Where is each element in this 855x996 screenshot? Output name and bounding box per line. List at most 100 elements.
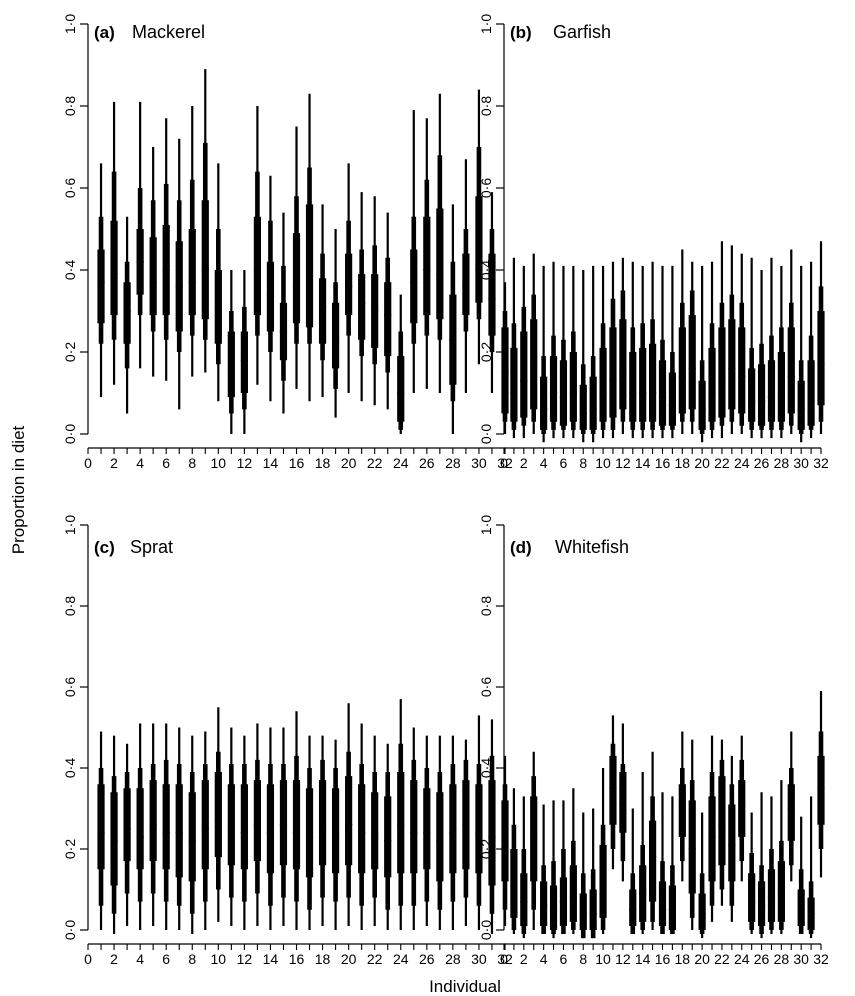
panel-c-box-14 (266, 727, 275, 930)
panel-b-x-tick-label: 8 (579, 455, 587, 471)
panel-c-y-tick-label: 0·6 (62, 677, 78, 697)
panel-c-x-tick-label: 32 (497, 951, 513, 967)
panel-d-box-15 (648, 751, 657, 930)
panel-b-box-29 (787, 249, 795, 434)
panel-a-x-tick-label: 6 (162, 455, 170, 471)
panel-a-title: Mackerel (132, 22, 205, 42)
panel-a-box-20 (345, 163, 353, 393)
panel-d-x-tick-label: 4 (540, 951, 548, 967)
panel-a-y-tick-label: 0·6 (62, 178, 78, 198)
panel-a-x-tick-label: 16 (289, 455, 305, 471)
panel-a-box-17 (305, 93, 314, 402)
panel-d-title: Whitefish (555, 537, 629, 557)
panel-c-x-tick-label: 12 (237, 951, 253, 967)
panel-b-x-tick-label: 12 (615, 455, 631, 471)
panel-c-box-20 (345, 703, 353, 926)
panel-b-title: Garfish (553, 22, 611, 42)
panel-d-box-24 (738, 735, 746, 882)
panel-d-box-12 (619, 723, 627, 882)
panel-c-box-23 (384, 743, 392, 930)
panel-garfish: (b) Garfish 0·00·20·40·60·81·00 2 4 6 8 10 12 1… (478, 14, 829, 471)
panel-c-x-tick-label: 24 (393, 951, 409, 967)
panel-b-box-19 (688, 261, 696, 434)
panel-a-box-29 (462, 159, 470, 393)
panel-a-x-tick-label: 12 (237, 455, 253, 471)
panel-d-box-30 (797, 816, 805, 935)
panel-a-x-tick-label: 10 (211, 455, 227, 471)
panel-b-box-24 (738, 253, 746, 434)
panel-a-x-tick-label: 14 (263, 455, 279, 471)
panel-c-title: Sprat (130, 537, 173, 557)
panel-c-box-15 (279, 727, 288, 926)
panel-a-box-16 (292, 126, 301, 389)
panel-b-box-15 (648, 261, 657, 439)
panel-c-x-tick-label: 14 (263, 951, 279, 967)
panel-c-box-29 (462, 739, 470, 926)
panel-d-box-7 (569, 788, 577, 935)
panel-d-y-tick-label: 0·0 (478, 920, 494, 940)
panel-b-box-5 (549, 261, 558, 439)
panel-b-box-10 (599, 265, 607, 439)
panel-c-box-26 (423, 735, 431, 926)
panel-c-x-tick-label: 8 (188, 951, 196, 967)
panel-d-box-28 (777, 780, 785, 935)
panel-b-box-2 (520, 265, 528, 439)
panel-c-box-22 (371, 735, 379, 926)
panel-b-plot: 0·00·20·40·60·81·00 2 4 6 8 10 12 14 16 18 20 22 24 2… (478, 14, 829, 471)
panel-c-box-30 (475, 715, 483, 930)
panel-d-x-tick-label: 22 (714, 951, 730, 967)
panel-b-box-4 (540, 265, 548, 443)
panel-b-box-23 (728, 245, 736, 434)
panel-c-box-17 (305, 735, 314, 930)
panel-d-x-tick-label: 20 (694, 951, 710, 967)
panel-b-x-tick-label: 14 (635, 455, 651, 471)
panel-a-y-tick-label: 0·2 (62, 342, 78, 362)
panel-b-x-tick-label: 30 (793, 455, 809, 471)
panel-b-box-30 (797, 265, 805, 443)
panel-d-x-tick-label: 10 (595, 951, 611, 967)
panel-a-x-tick-label: 18 (315, 455, 331, 471)
panel-c-box-7 (175, 727, 183, 930)
panel-a-box-26 (423, 118, 431, 389)
panel-a-box-18 (318, 204, 327, 398)
panel-d-x-tick-label: 26 (754, 951, 770, 967)
panel-c-box-6 (162, 723, 170, 930)
panel-d-box-18 (678, 731, 686, 882)
panel-c-plot: 0·00·20·40·60·81·00 2 4 6 8 10 12 14 16 18 20 22 24 2… (62, 515, 513, 967)
panel-d-box-6 (559, 800, 568, 935)
panel-a-box-31 (488, 192, 496, 393)
panel-c-box-8 (188, 735, 196, 935)
panel-d-x-tick-label: 28 (774, 951, 790, 967)
y-axis-title: Proportion in diet (9, 425, 28, 554)
panel-b-box-27 (767, 257, 776, 439)
panel-a-x-tick-label: 30 (471, 455, 487, 471)
panel-d-x-tick-label: 14 (635, 951, 651, 967)
panel-d-box-14 (639, 772, 647, 935)
panel-d-y-tick-label: 0·8 (478, 596, 494, 616)
panel-d-box-5 (549, 800, 558, 939)
panel-d-x-tick-label: 18 (675, 951, 691, 967)
panel-c-x-tick-label: 26 (419, 951, 435, 967)
panel-a-box-28 (449, 204, 457, 434)
panel-a-box-8 (188, 106, 196, 377)
panel-c-box-3 (123, 743, 131, 926)
panel-d-box-11 (609, 715, 617, 870)
panel-b-y-tick-label: 0·6 (478, 178, 494, 198)
panel-a-y-tick-label: 1·0 (62, 14, 78, 34)
panel-d-x-tick-label: 16 (655, 951, 671, 967)
panel-d-box-25 (748, 812, 756, 935)
panel-a-y-tick-label: 0·8 (62, 96, 78, 116)
panel-d-x-tick-label: 2 (520, 951, 528, 967)
panel-c-box-31 (488, 719, 496, 935)
panel-a-x-tick-label: 28 (445, 455, 461, 471)
panel-d-box-31 (807, 796, 815, 939)
panel-d-box-29 (787, 731, 795, 882)
panel-b-box-28 (777, 265, 785, 439)
panel-c-x-tick-label: 18 (315, 951, 331, 967)
panel-a-x-tick-label: 8 (188, 455, 196, 471)
panel-b-box-21 (708, 261, 716, 439)
panel-d-y-tick-label: 0·6 (478, 677, 494, 697)
panel-b-box-16 (658, 265, 667, 439)
panel-c-box-18 (318, 735, 327, 926)
